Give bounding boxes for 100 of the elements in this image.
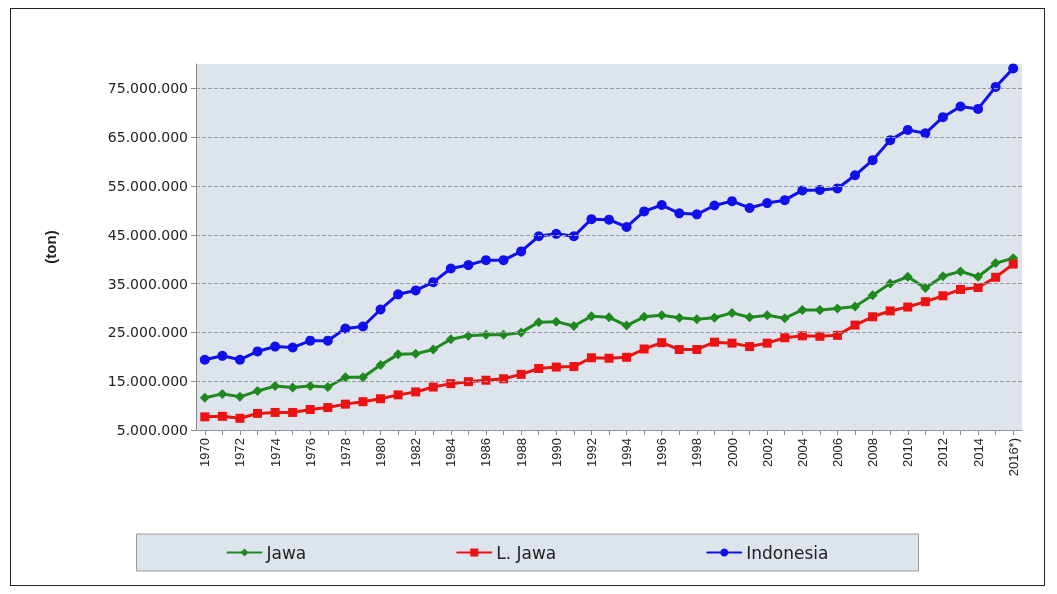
x-tick-label: 1990: [548, 438, 564, 467]
point: [199, 354, 210, 365]
y-axis-title: (ton): [42, 230, 59, 264]
x-tick-label: 1998: [689, 438, 705, 467]
x-tick-label: 1982: [408, 438, 424, 467]
point: [428, 382, 438, 392]
point: [568, 321, 579, 332]
point: [516, 369, 526, 379]
point: [604, 353, 614, 363]
point: [902, 124, 913, 135]
point: [533, 317, 544, 328]
x-tick-label: 1986: [478, 438, 494, 467]
point: [305, 381, 316, 392]
y-tick-label: 45.000.000: [107, 226, 188, 243]
point: [762, 310, 773, 321]
point: [639, 206, 650, 217]
point: [569, 362, 579, 372]
point: [323, 403, 333, 413]
point: [955, 101, 966, 112]
point: [270, 341, 281, 352]
point: [340, 399, 350, 409]
point: [937, 271, 948, 282]
point: [499, 374, 509, 384]
point: [410, 285, 421, 296]
point: [604, 312, 614, 323]
point: [692, 344, 702, 354]
point: [991, 272, 1001, 282]
x-tick-label: 2014: [970, 438, 986, 467]
x-tick-label: 1976: [302, 438, 318, 467]
point: [973, 103, 984, 114]
point: [568, 231, 579, 242]
x-tick-label: 2010: [900, 438, 916, 467]
x-tick-label: 2004: [794, 438, 810, 467]
point: [920, 128, 931, 139]
point: [621, 320, 632, 331]
point: [586, 214, 597, 225]
point: [885, 135, 896, 146]
point: [428, 344, 439, 355]
point: [375, 360, 386, 371]
point: [481, 375, 491, 385]
x-tick-label: 2008: [865, 438, 881, 467]
point: [410, 348, 421, 359]
x-tick-label: 2002: [759, 438, 775, 467]
point: [252, 385, 263, 396]
point: [955, 284, 965, 294]
point: [867, 290, 878, 301]
point: [762, 338, 772, 348]
point: [375, 304, 386, 315]
point: [235, 413, 245, 423]
x-tick-label: 2016*): [1005, 438, 1021, 477]
point: [937, 112, 948, 123]
x-tick-label: 1978: [337, 438, 353, 467]
point: [885, 306, 895, 316]
point: [463, 377, 473, 387]
y-tick-label: 65.000.000: [107, 129, 188, 146]
point: [850, 301, 861, 312]
x-tick-label: 1992: [583, 438, 599, 467]
point: [357, 321, 368, 332]
x-tick-label: 2012: [935, 438, 951, 467]
point: [1008, 63, 1019, 74]
point: [639, 344, 649, 354]
point: [920, 282, 931, 293]
point: [832, 303, 843, 314]
y-tick-label: 75.000.000: [107, 80, 188, 97]
point: [551, 362, 561, 372]
point: [744, 202, 755, 213]
point: [287, 342, 298, 353]
point: [604, 214, 614, 225]
point: [779, 313, 790, 324]
x-tick-label: 1970: [197, 438, 213, 467]
point: [234, 354, 245, 365]
point: [902, 271, 913, 282]
point: [850, 170, 861, 181]
point: [498, 329, 509, 340]
point: [622, 352, 632, 362]
point: [779, 195, 790, 206]
point: [270, 407, 280, 417]
point: [973, 271, 984, 282]
point: [287, 382, 298, 393]
x-tick-label: 1984: [443, 438, 459, 467]
point: [709, 312, 720, 323]
point: [990, 81, 1001, 92]
point: [850, 320, 860, 330]
point: [727, 196, 738, 207]
point: [867, 155, 878, 166]
x-tick-label: 1996: [654, 438, 670, 467]
point: [217, 411, 227, 421]
point: [709, 337, 719, 347]
legend-label: L. Jawa: [496, 542, 557, 563]
y-tick-label: 55.000.000: [107, 178, 188, 194]
point: [797, 185, 808, 196]
point: [480, 255, 491, 266]
x-tick-label: 1988: [513, 438, 529, 467]
point: [674, 208, 685, 219]
point: [903, 302, 913, 312]
point: [411, 387, 421, 397]
point: [551, 316, 562, 327]
point: [463, 260, 474, 271]
legend-label: Jawa: [265, 542, 307, 563]
point: [621, 221, 632, 232]
